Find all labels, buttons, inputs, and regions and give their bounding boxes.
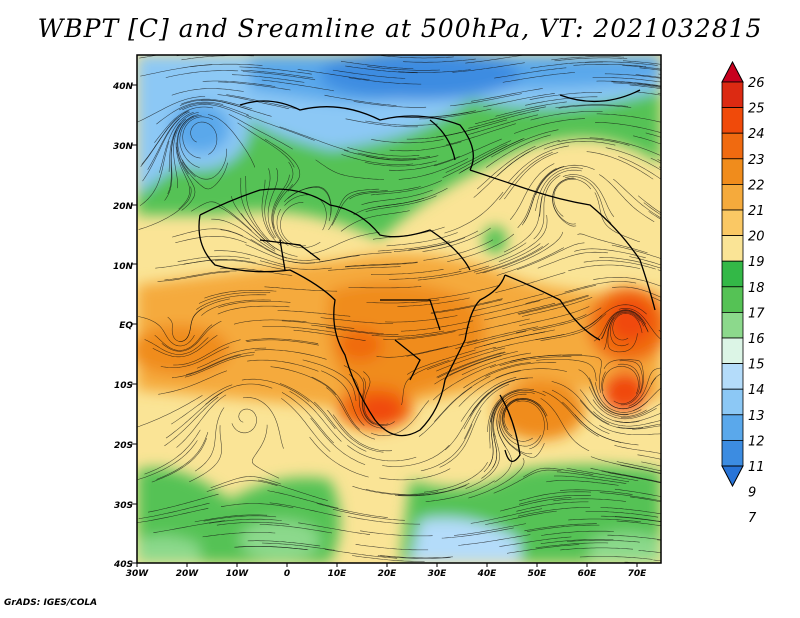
lon-label: 70E	[628, 569, 648, 579]
colorbar-segment	[721, 158, 744, 185]
colorbar-segment	[721, 107, 744, 134]
lat-label: 20S	[114, 441, 133, 451]
lon-label: 20W	[176, 569, 200, 579]
colorbar-label: 20	[748, 230, 765, 245]
colorbar-bottom-arrow	[721, 465, 744, 488]
colorbar-segment	[721, 337, 744, 365]
lon-label: 0	[284, 569, 290, 579]
colorbar-segment	[721, 209, 744, 237]
colorbar-segment	[721, 132, 744, 160]
colorbar-segment	[721, 439, 744, 467]
colorbar-segment	[721, 311, 744, 339]
lat-label: 30S	[114, 501, 133, 511]
colorbar-segment	[721, 363, 744, 390]
lon-label: 20E	[378, 569, 398, 579]
lon-label: 10E	[328, 569, 348, 579]
colorbar-label: 22	[748, 178, 765, 193]
latitude-axis: 40N 30N 20N 10N EQ 10S 20S 30S 40S	[112, 82, 134, 570]
colorbar-labels: 26 25 24 23 22 21 20 19 18 17 16 15 14 13 12 11 9 7	[748, 76, 765, 526]
colorbar-segment	[721, 235, 744, 262]
lon-label: 10W	[226, 569, 250, 579]
colorbar-label: 18	[748, 281, 765, 296]
colorbar-label: 23	[748, 153, 765, 168]
colorbar-label: 9	[748, 486, 756, 501]
colorbar-label: 25	[748, 102, 765, 117]
lat-label: 10N	[113, 262, 134, 272]
colorbar-label: 21	[748, 204, 765, 219]
colorbar-segment	[721, 260, 744, 288]
colorbar-segment	[721, 81, 744, 109]
lon-label: 30W	[126, 569, 150, 579]
colorbar-top-arrow	[721, 60, 744, 83]
colorbar-label: 15	[748, 358, 765, 373]
colorbar-label: 13	[748, 409, 765, 424]
map-title: WBPT [C] and Sreamline at 500hPa, VT: 20…	[37, 14, 763, 43]
colorbar	[721, 60, 744, 488]
colorbar-label: 24	[748, 127, 765, 142]
colorbar-label: 19	[748, 255, 765, 270]
colorbar-segment	[721, 183, 744, 211]
colorbar-segment	[721, 414, 744, 441]
lon-label: 40E	[477, 569, 498, 579]
colorbar-label: 16	[748, 332, 765, 347]
streamlines	[137, 55, 661, 563]
footer-credit: GrADS: IGES/COLA	[4, 598, 98, 608]
lat-label: 40S	[113, 560, 133, 570]
coastlines	[198, 89, 656, 462]
lat-label: 30N	[113, 142, 134, 152]
plot-frame	[136, 54, 662, 564]
colorbar-label: 11	[748, 460, 765, 475]
colorbar-segment	[721, 286, 744, 313]
colorbar-label: 12	[748, 434, 765, 449]
colorbar-segment	[721, 388, 744, 416]
lat-label: EQ	[119, 321, 133, 331]
lat-label: 20N	[113, 202, 134, 212]
lon-label: 60E	[578, 569, 598, 579]
colorbar-label: 14	[748, 383, 765, 398]
colorbar-label: 17	[748, 306, 765, 321]
lat-label: 10S	[114, 381, 133, 391]
lon-label: 30E	[428, 569, 448, 579]
longitude-axis: 30W 20W 10W 0 10E 20E 30E 40E 50E 60E 70…	[126, 569, 647, 579]
colorbar-label: 26	[748, 76, 765, 91]
lon-label: 50E	[528, 569, 548, 579]
lat-label: 40N	[112, 82, 134, 92]
wbpt-field	[137, 55, 661, 563]
colorbar-label: 7	[748, 511, 757, 526]
